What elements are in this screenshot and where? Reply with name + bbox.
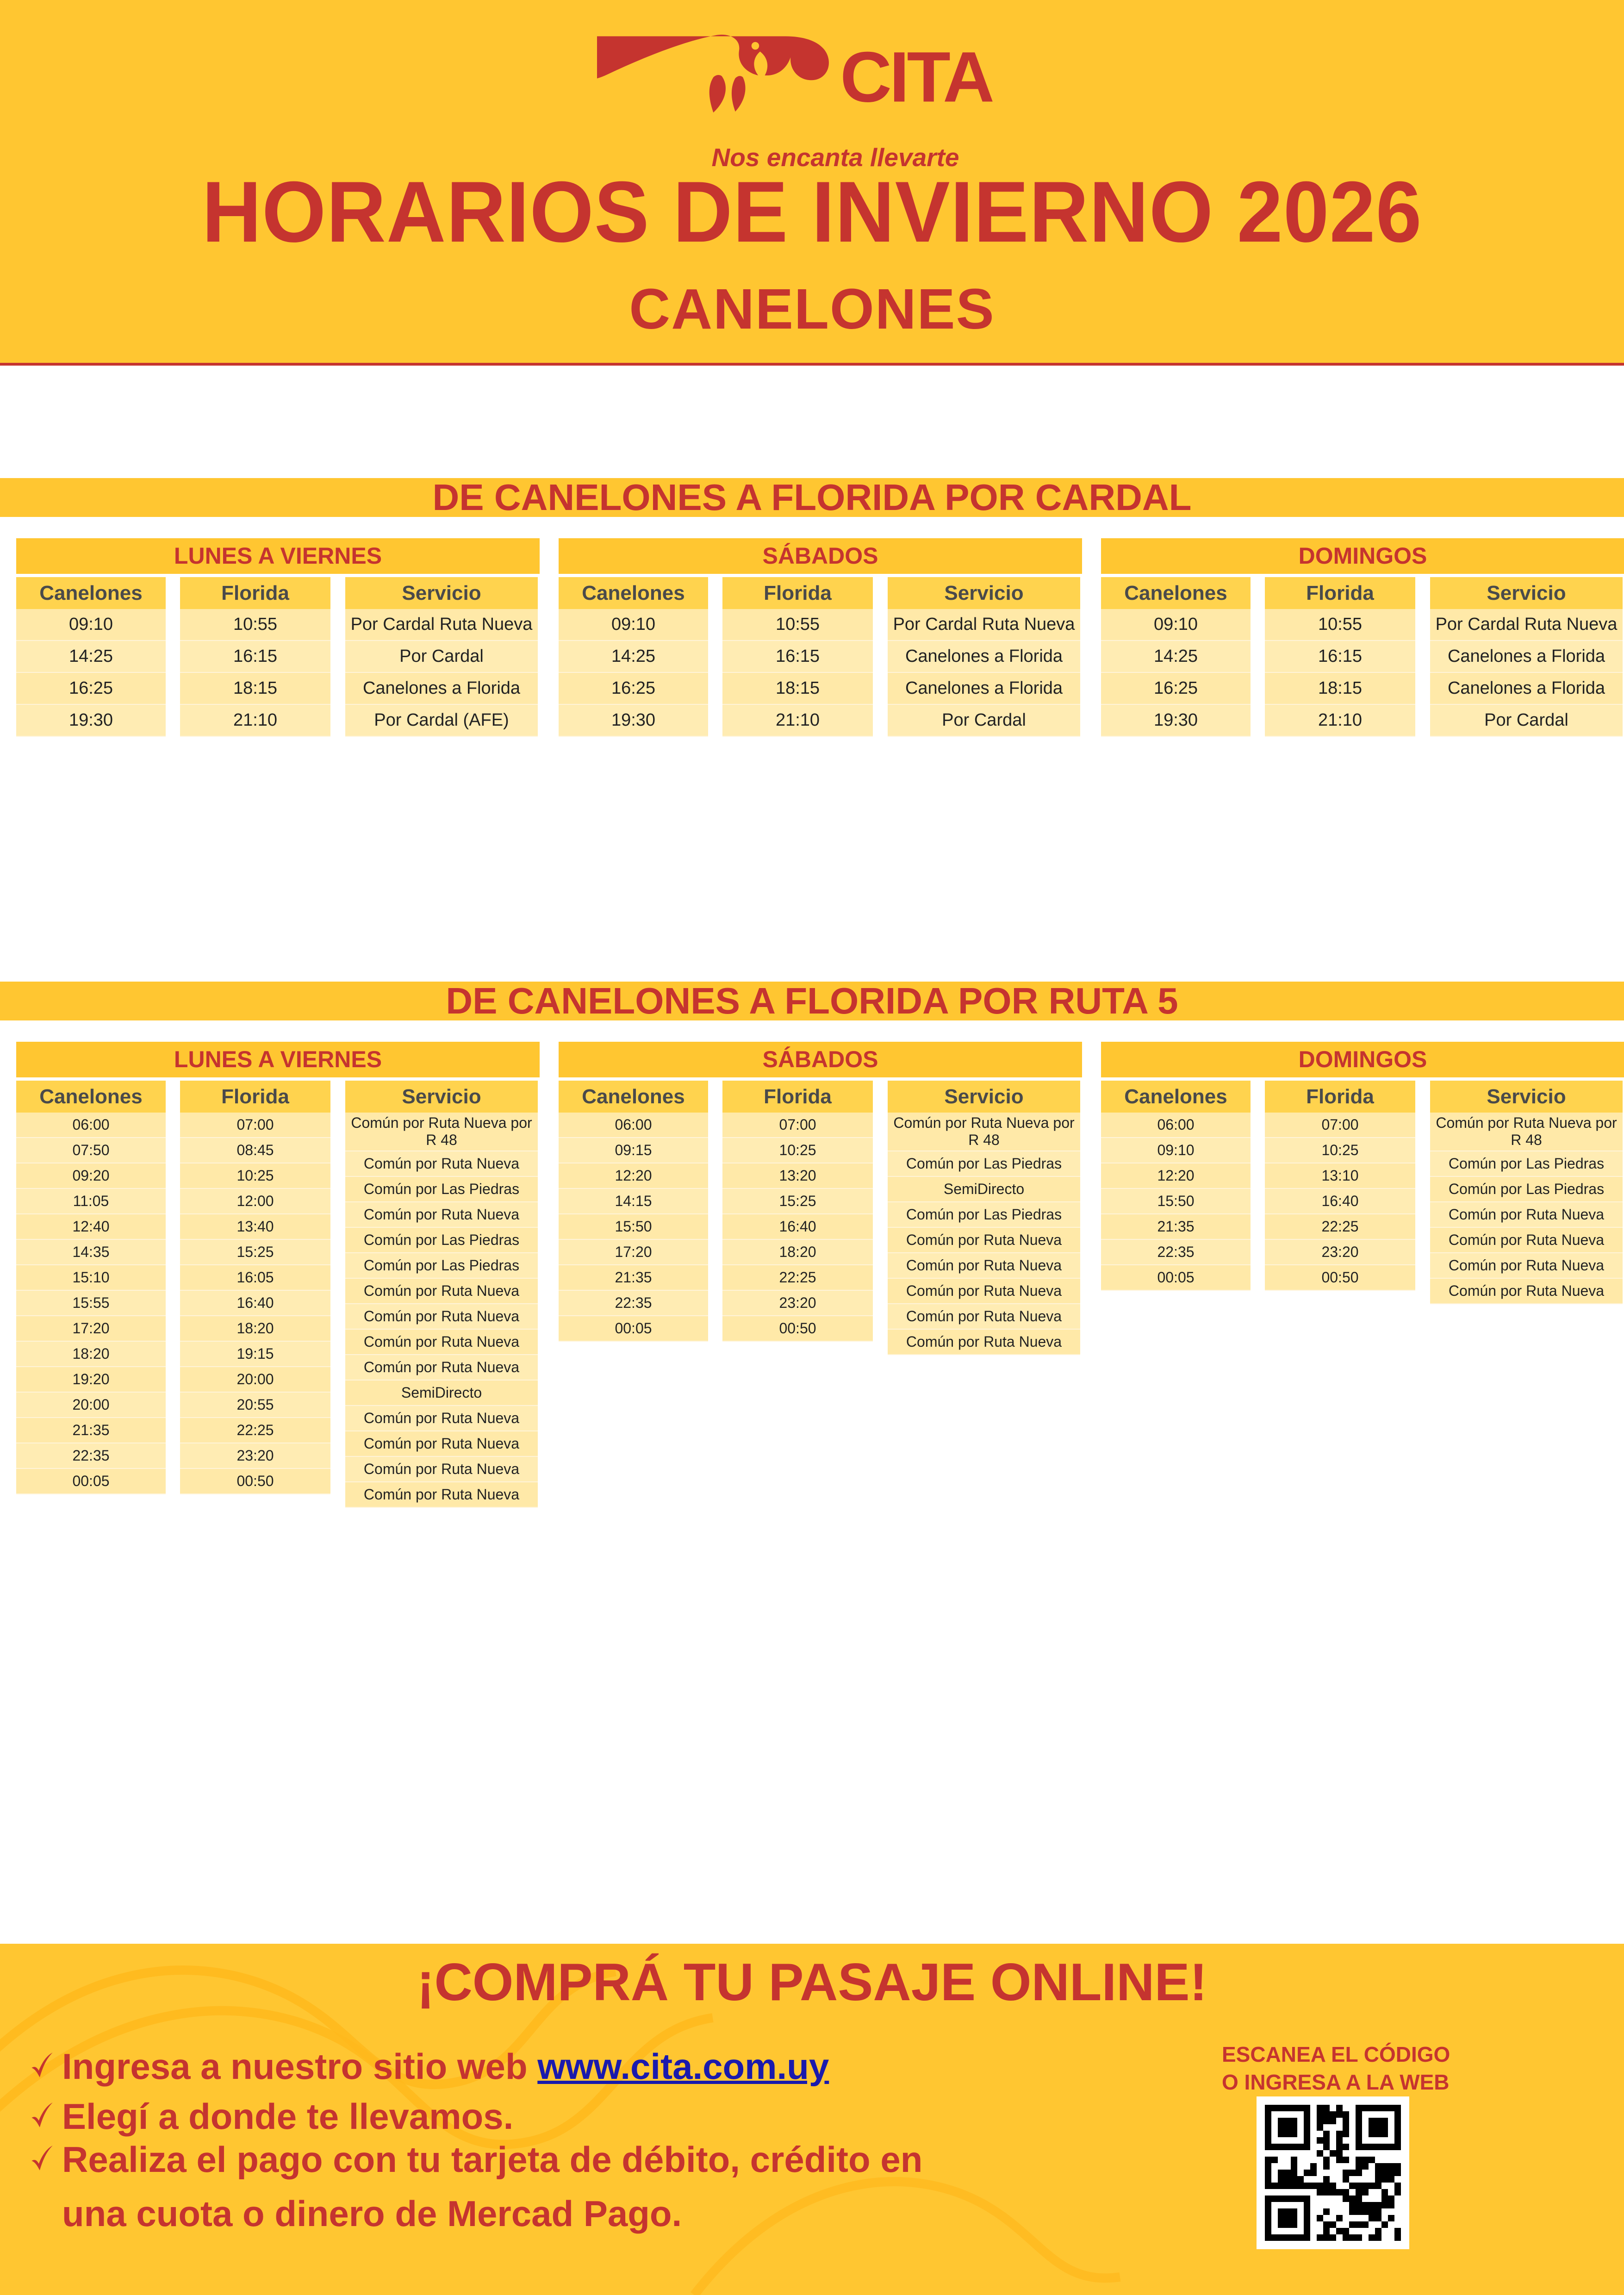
svg-text:CITA: CITA — [840, 37, 993, 117]
